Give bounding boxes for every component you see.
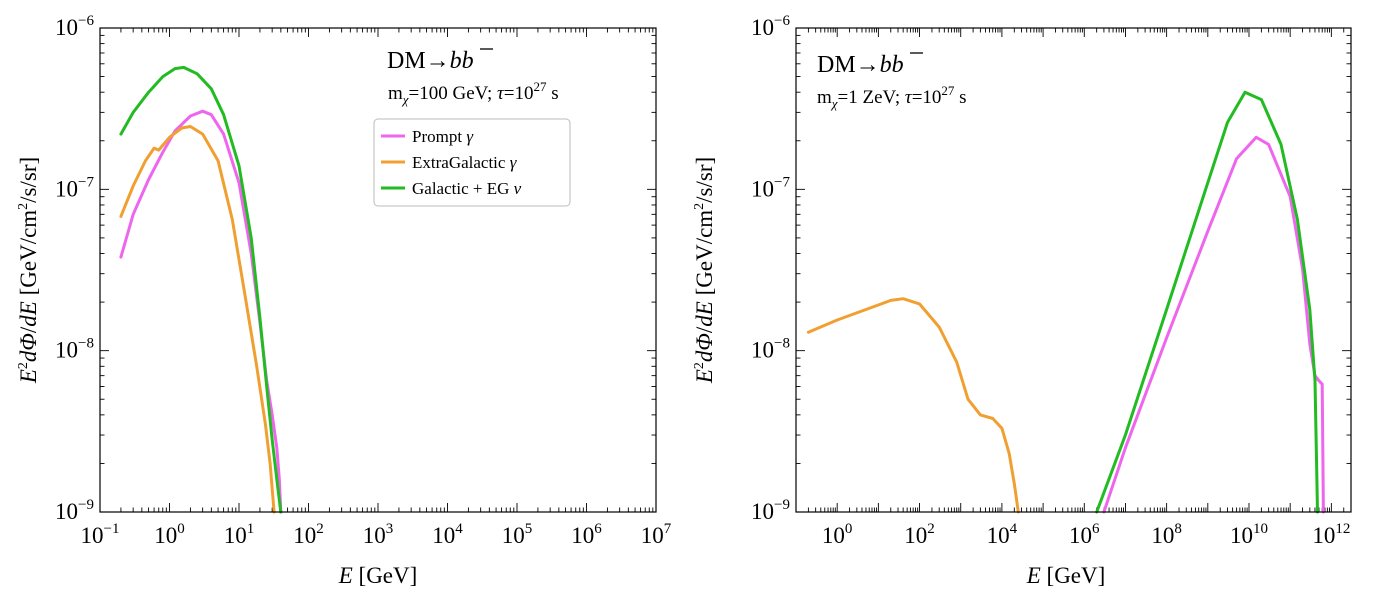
right-xtick-label: 108 — [1151, 521, 1182, 548]
left-series-galactic-eg — [119, 65, 283, 514]
left-xtick-label: 101 — [224, 521, 255, 548]
left-xtick-label: 104 — [432, 521, 463, 548]
right-params-label: mχ=1 ZeV; τ=1027 s — [817, 83, 967, 111]
right-xtick-label: 100 — [822, 521, 853, 548]
right-ytick-label: 10−9 — [751, 497, 790, 524]
right-xtick-label: 104 — [987, 521, 1018, 548]
left-channel-label: DM→bb — [387, 48, 474, 74]
right-ytick-label: 10−7 — [751, 174, 790, 201]
right-xtick-label: 106 — [1069, 521, 1100, 548]
legend-label-prompt: Prompt γ — [412, 127, 474, 146]
left-params-label: mχ=100 GeV; τ=1027 s — [388, 79, 559, 107]
right-plot-frame — [795, 27, 1352, 513]
left-plot-frame — [99, 27, 657, 513]
right-xtick-label: 102 — [904, 521, 935, 548]
left-axes-ticks — [99, 27, 657, 513]
left-xlabel: E [GeV] — [338, 563, 418, 588]
left-xtick-label: 103 — [363, 521, 394, 548]
right-channel-label: DM→bb — [817, 52, 904, 78]
right-tick-labels: 100 102 104 106 108 1010 1012 10−9 10−8 10−7 10−6 — [751, 13, 1350, 548]
right-xlabel: E [GeV] — [1026, 563, 1106, 588]
right-series-galactic-eg — [1095, 90, 1319, 514]
right-series-prompt — [1102, 135, 1325, 514]
left-xtick-label: 107 — [641, 521, 672, 548]
left-series-prompt — [119, 109, 283, 514]
right-ytick-label: 10−6 — [751, 13, 790, 40]
right-ytick-label: 10−8 — [751, 336, 790, 363]
left-xtick-label: 106 — [571, 521, 602, 548]
left-ytick-label: 10−8 — [55, 336, 94, 363]
legend-label-extragalactic: ExtraGalactic γ — [412, 153, 518, 172]
left-series-extragalactic — [119, 125, 276, 514]
right-xtick-label: 1010 — [1230, 521, 1268, 548]
right-series-extragalactic — [806, 297, 1020, 514]
left-xtick-label: 100 — [154, 521, 185, 548]
left-ylabel: E2dΦ/dE [GeV/cm2/s/sr] — [16, 157, 41, 384]
left-ytick-label: 10−7 — [55, 174, 94, 201]
left-ytick-label: 10−6 — [55, 13, 94, 40]
left-panel: 10−1 100 101 102 103 104 105 106 107 10−9 10−8 10−7… — [16, 13, 672, 588]
left-ytick-label: 10−9 — [55, 497, 94, 524]
left-curves — [119, 65, 283, 514]
legend-box — [373, 118, 571, 207]
right-xtick-label: 1012 — [1312, 521, 1350, 548]
left-tick-labels: 10−1 100 101 102 103 104 105 106 107 10−9 10−8 10−7… — [55, 13, 672, 548]
left-xtick-label: 10−1 — [81, 521, 120, 548]
right-curves — [806, 90, 1325, 514]
left-xtick-label: 105 — [502, 521, 533, 548]
right-ylabel: E2dΦ/dE [GeV/cm2/s/sr] — [692, 157, 717, 384]
left-xtick-label: 102 — [293, 521, 324, 548]
right-panel: 100 102 104 106 108 1010 101210−910−810−710−6 … — [692, 13, 1352, 588]
legend: Prompt γ ExtraGalactic γ Galactic + EG ν — [373, 118, 571, 207]
legend-label-galactic-eg-nu: Galactic + EG ν — [412, 179, 522, 198]
